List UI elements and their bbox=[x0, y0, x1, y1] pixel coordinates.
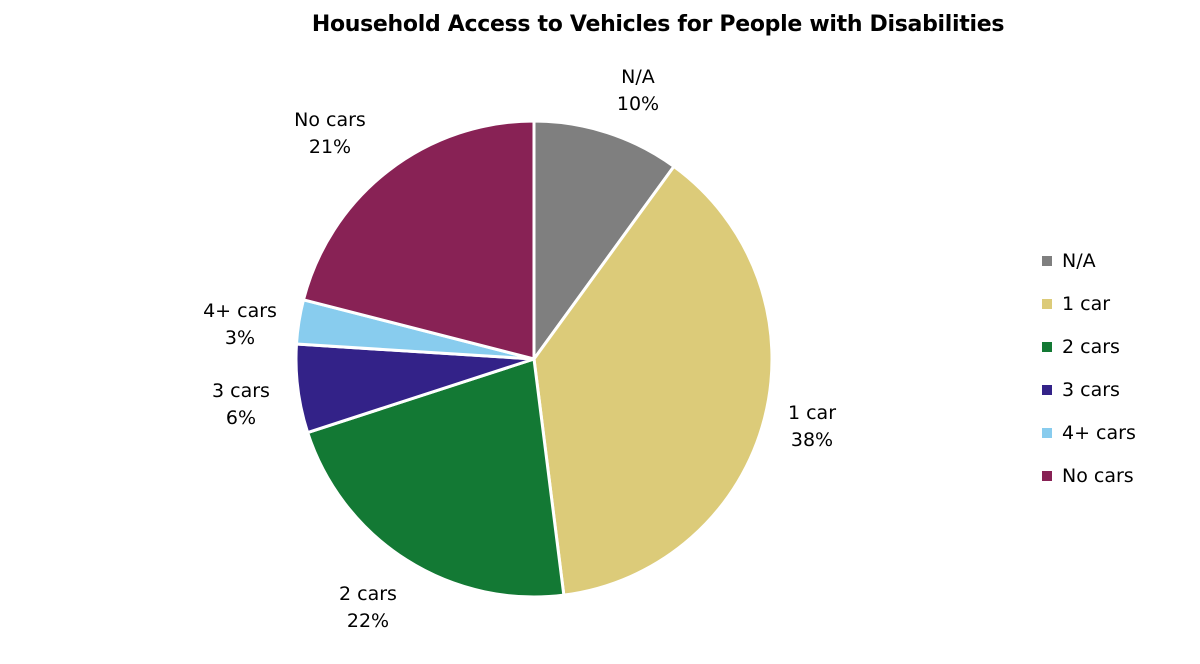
legend-swatch bbox=[1042, 470, 1052, 481]
legend-item-3-cars: 3 cars bbox=[1042, 368, 1136, 411]
pie-slice-1-car bbox=[532, 164, 774, 597]
data-label-na: N/A 10% bbox=[616, 66, 660, 115]
legend-item-4plus-cars: 4+ cars bbox=[1042, 411, 1136, 454]
legend: N/A 1 car 2 cars 3 cars 4+ cars No cars bbox=[1042, 239, 1136, 497]
legend-item-1-car: 1 car bbox=[1042, 282, 1136, 325]
pie-slice-no-cars bbox=[301, 119, 536, 361]
chart-title: Household Access to Vehicles for People … bbox=[311, 12, 1005, 37]
data-label-3-cars: 3 cars 6% bbox=[212, 380, 270, 429]
legend-swatch bbox=[1042, 384, 1052, 395]
legend-swatch bbox=[1042, 298, 1052, 309]
data-label-4plus-cars: 4+ cars 3% bbox=[203, 300, 277, 349]
legend-swatch bbox=[1042, 255, 1052, 266]
legend-swatch bbox=[1042, 341, 1052, 352]
data-label-1-car: 1 car 38% bbox=[787, 402, 837, 451]
data-label-2-cars: 2 cars 22% bbox=[339, 583, 397, 632]
pie-slice-2-cars bbox=[306, 357, 566, 599]
legend-item-no-cars: No cars bbox=[1042, 454, 1136, 497]
legend-item-2-cars: 2 cars bbox=[1042, 325, 1136, 368]
data-label-no-cars: No cars 21% bbox=[294, 109, 366, 158]
legend-swatch bbox=[1042, 427, 1052, 438]
pie-slice-n-a bbox=[532, 119, 676, 361]
legend-item-na: N/A bbox=[1042, 239, 1136, 282]
